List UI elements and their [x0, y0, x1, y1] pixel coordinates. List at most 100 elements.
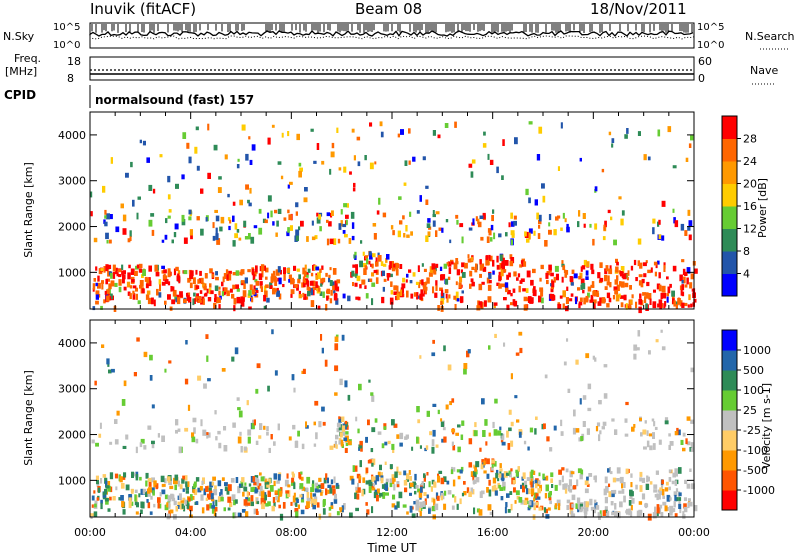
echo-cell: [129, 285, 133, 289]
echo-cell: [688, 143, 692, 148]
echo-cell: [167, 194, 171, 200]
nave-label: Nave: [750, 64, 778, 77]
echo-cell: [236, 296, 241, 304]
echo-cell: [195, 501, 199, 505]
echo-cell: [645, 260, 648, 264]
echo-cell: [128, 497, 132, 504]
echo-cell: [579, 272, 583, 279]
echo-cell: [661, 235, 665, 241]
echo-cell: [413, 501, 416, 505]
echo-cell: [104, 209, 107, 215]
echo-cell: [401, 283, 406, 289]
colorbar-cell: [722, 430, 737, 451]
echo-cell: [235, 284, 239, 289]
time-tick-label: 16:00: [477, 526, 509, 539]
echo-cell: [214, 297, 217, 303]
echo-cell: [537, 496, 541, 500]
echo-cell: [393, 423, 398, 428]
echo-cell: [624, 282, 629, 288]
echo-cell: [148, 277, 151, 284]
echo-cell: [546, 279, 549, 285]
echo-cell: [227, 484, 232, 492]
echo-cell: [206, 432, 211, 438]
echo-cell: [630, 491, 634, 497]
echo-cell: [118, 274, 122, 278]
echo-cell: [296, 133, 300, 141]
echo-cell: [544, 240, 548, 247]
echo-cell: [329, 445, 334, 450]
echo-cell: [335, 482, 339, 487]
echo-cell: [370, 392, 374, 396]
echo-cell: [681, 302, 685, 308]
echo-cell: [340, 439, 344, 447]
echo-cell: [582, 395, 587, 400]
echo-cell: [604, 496, 608, 504]
echo-cell: [322, 421, 326, 426]
echo-cell: [148, 184, 153, 191]
echo-cell: [367, 278, 371, 282]
echo-cell: [681, 291, 685, 297]
echo-cell: [425, 199, 429, 205]
echo-cell: [418, 282, 421, 289]
echo-cell: [672, 165, 677, 169]
echo-cell: [374, 418, 378, 423]
echo-cell: [578, 276, 582, 280]
echo-cell: [354, 465, 358, 472]
echo-cell: [105, 499, 109, 505]
echo-cell: [510, 373, 513, 380]
echo-cell: [585, 501, 589, 508]
echo-cell: [653, 421, 656, 427]
echo-cell: [339, 507, 343, 511]
echo-cell: [419, 195, 422, 202]
echo-cell: [100, 305, 103, 310]
echo-cell: [479, 264, 483, 271]
echo-cell: [353, 254, 356, 259]
echo-cell: [693, 505, 698, 512]
echo-cell: [389, 464, 393, 469]
echo-cell: [141, 274, 144, 278]
echo-cell: [538, 214, 542, 222]
echo-cell: [538, 472, 541, 477]
colorbar-tick-label: -1000: [743, 484, 775, 497]
echo-cell: [434, 292, 438, 298]
echo-cell: [599, 297, 604, 303]
echo-cell: [594, 223, 598, 230]
echo-cell: [323, 477, 327, 484]
echo-cell: [315, 275, 319, 280]
echo-cell: [161, 435, 165, 442]
echo-cell: [647, 156, 651, 161]
echo-cell: [218, 290, 221, 296]
echo-cell: [459, 223, 464, 228]
echo-cell: [549, 293, 552, 300]
echo-cell: [146, 499, 149, 503]
echo-cell: [157, 497, 161, 503]
echo-cell: [540, 289, 544, 297]
echo-cell: [259, 472, 262, 476]
echo-cell: [255, 265, 258, 273]
echo-cell: [238, 483, 241, 488]
echo-cell: [575, 359, 579, 365]
echo-cell: [309, 280, 314, 286]
echo-cell: [463, 368, 467, 375]
echo-cell: [411, 446, 414, 451]
echo-cell: [528, 232, 531, 240]
echo-cell: [444, 278, 449, 285]
echo-cell: [514, 137, 518, 145]
echo-cell: [439, 287, 443, 291]
echo-cell: [195, 126, 199, 131]
echo-cell: [455, 258, 459, 262]
echo-cell: [675, 488, 679, 492]
echo-cell: [399, 220, 403, 225]
echo-cell: [343, 437, 347, 441]
echo-cell: [244, 236, 248, 240]
echo-cell: [513, 487, 516, 493]
echo-cell: [588, 473, 593, 477]
echo-cell: [175, 506, 179, 512]
echo-cell: [344, 447, 348, 453]
echo-cell: [396, 501, 400, 508]
echo-cell: [173, 477, 176, 485]
echo-cell: [471, 281, 475, 287]
echo-cell: [243, 283, 246, 290]
echo-cell: [351, 270, 355, 277]
echo-cell: [256, 479, 260, 486]
